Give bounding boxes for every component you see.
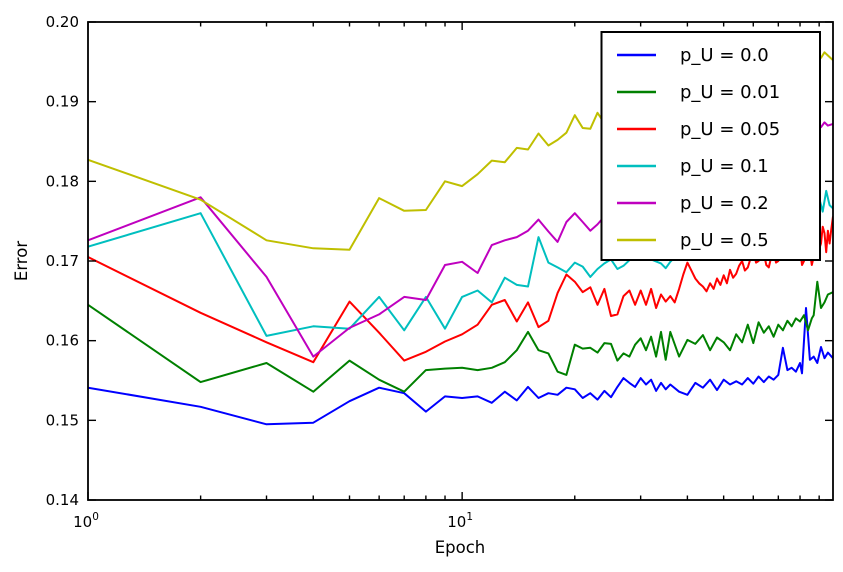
legend-label: p_U = 0.2 (680, 193, 769, 214)
legend-label: p_U = 0.5 (680, 230, 769, 251)
legend-label: p_U = 0.01 (680, 82, 780, 103)
plot-frame (87, 21, 834, 501)
x-tick-label: 100 (73, 511, 99, 531)
tick-labels-group: 0.14 0.15 0.16 0.17 0.18 0.19 0.20 100 101 (46, 13, 473, 531)
legend-rows-group: p_U = 0.0 p_U = 0.01 p_U = 0.05 p_U = 0.1 p_… (617, 45, 780, 251)
legend-label: p_U = 0.0 (680, 45, 769, 66)
y-tick-label: 0.18 (46, 172, 79, 190)
series-line-2 (88, 216, 833, 364)
y-tick-label: 0.15 (46, 411, 79, 429)
series-line-0 (88, 307, 833, 426)
x-tick-label: 101 (447, 511, 473, 531)
legend: p_U = 0.0 p_U = 0.01 p_U = 0.05 p_U = 0.1 p_… (600, 31, 821, 261)
y-tick-label: 0.17 (46, 252, 79, 270)
x-axis-label: Epoch (435, 538, 486, 557)
y-tick-label: 0.16 (46, 332, 79, 350)
y-tick-label: 0.20 (46, 13, 79, 31)
y-axis-label: Error (12, 241, 31, 281)
legend-label: p_U = 0.05 (680, 119, 780, 140)
legend-label: p_U = 0.1 (680, 156, 769, 177)
y-tick-label: 0.14 (46, 491, 79, 509)
legend-box (600, 31, 821, 261)
series-line-1 (88, 280, 833, 393)
y-tick-label: 0.19 (46, 93, 79, 111)
